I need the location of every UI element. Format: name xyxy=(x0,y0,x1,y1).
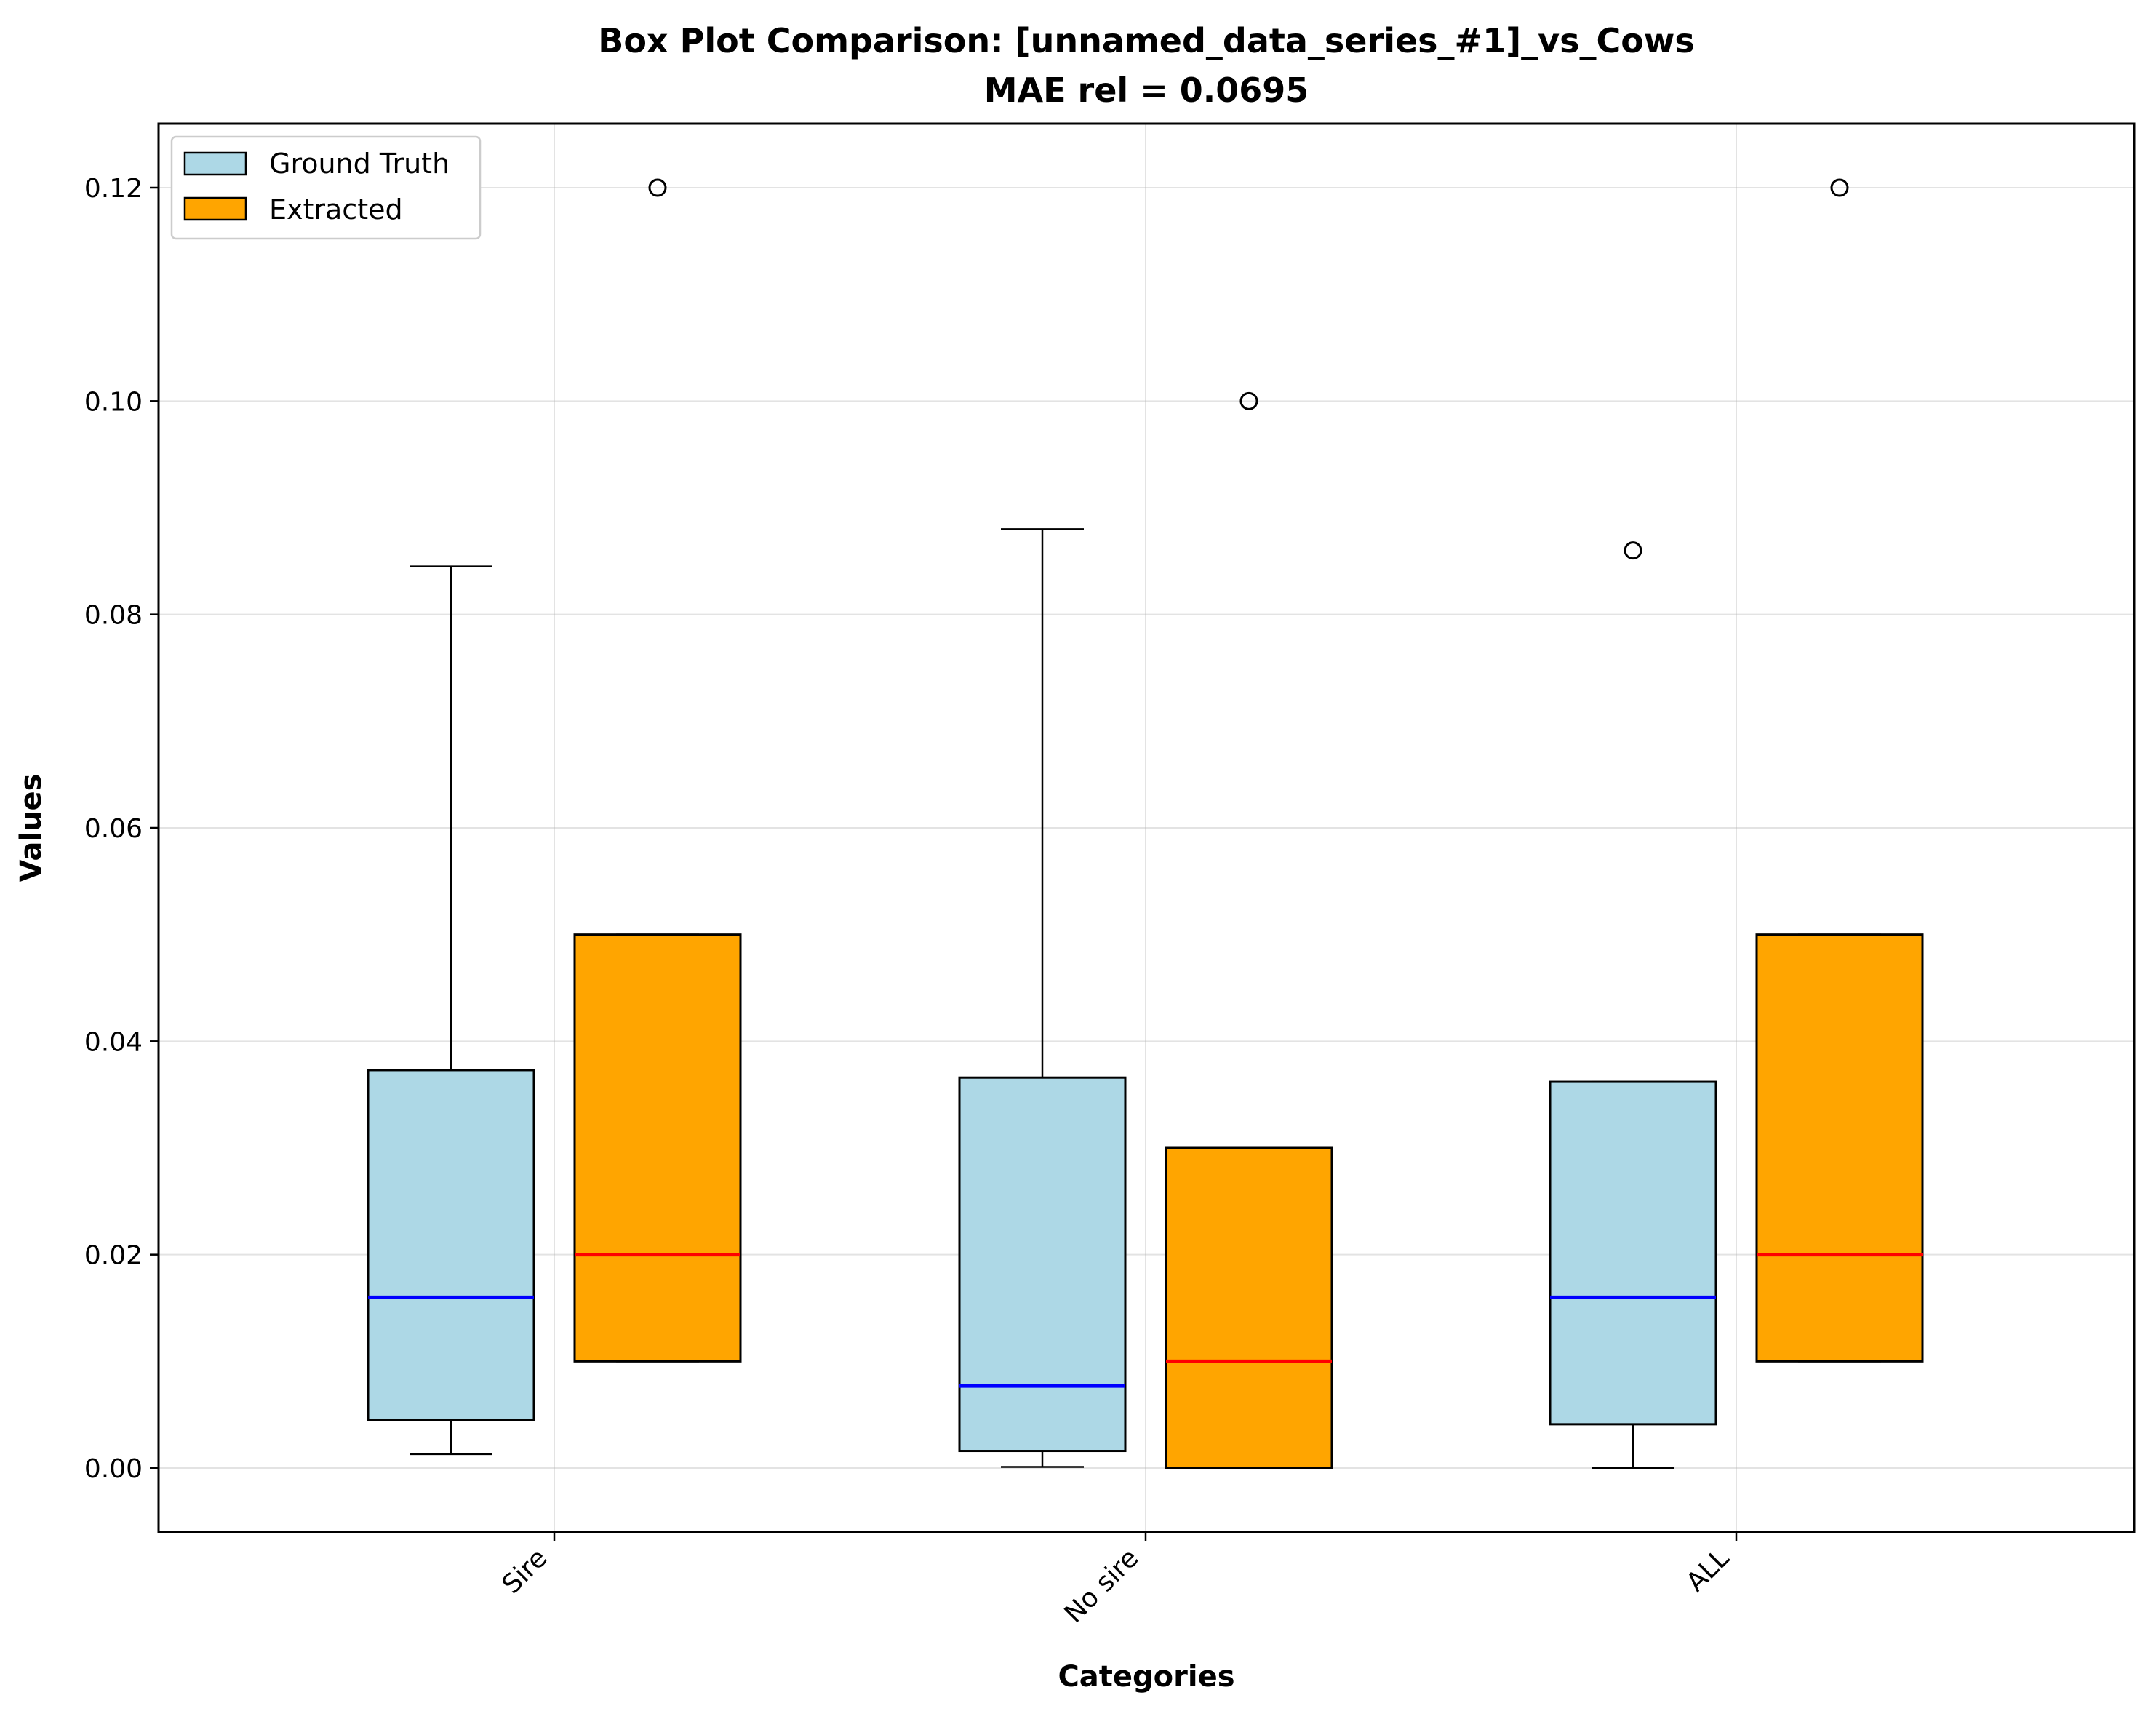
iqr-box xyxy=(958,1076,1127,1453)
y-tick-label: 0.04 xyxy=(84,1027,143,1057)
y-tick-label: 0.02 xyxy=(84,1241,143,1271)
legend-label-extracted: Extracted xyxy=(269,194,403,226)
iqr-box xyxy=(573,933,742,1363)
y-axis-ticks: 0.00 0.02 0.04 0.06 0.08 0.10 0.12 xyxy=(84,174,159,1484)
outlier-point xyxy=(1830,178,1849,197)
legend-frame xyxy=(170,135,482,240)
y-tick-label: 0.06 xyxy=(84,814,143,844)
y-tick-label: 0.08 xyxy=(84,601,143,631)
x-axis-ticks: Sire No sire ALL xyxy=(497,1532,1738,1629)
box-group xyxy=(1549,541,1717,1469)
iqr-box xyxy=(1549,1080,1717,1426)
box-group xyxy=(958,528,1127,1468)
legend: Ground Truth Extracted xyxy=(170,135,482,240)
y-tick-label: 0.10 xyxy=(84,387,143,417)
box-plots xyxy=(367,178,1924,1469)
box-group xyxy=(1165,391,1333,1469)
legend-label-ground-truth: Ground Truth xyxy=(269,148,450,180)
x-axis-label: Categories xyxy=(1058,1660,1234,1694)
outlier-point xyxy=(1624,541,1642,560)
iqr-box xyxy=(1755,933,1924,1363)
legend-swatch-extracted xyxy=(183,196,247,221)
y-tick-label: 0.12 xyxy=(84,174,143,204)
x-tick-label: Sire xyxy=(497,1543,554,1600)
outlier-point xyxy=(1239,391,1258,410)
y-tick-label: 0.00 xyxy=(84,1454,143,1484)
legend-swatch-ground-truth xyxy=(183,151,247,176)
outlier-point xyxy=(648,178,667,197)
box-group xyxy=(573,178,742,1363)
x-tick-label: No sire xyxy=(1059,1543,1145,1629)
chart-subtitle: MAE rel = 0.0695 xyxy=(984,71,1309,110)
y-axis-label: Values xyxy=(15,774,48,882)
box-group xyxy=(1755,178,1924,1363)
chart-title: Box Plot Comparison: [unnamed_data_serie… xyxy=(598,21,1694,60)
iqr-box xyxy=(367,1069,535,1421)
box-group xyxy=(367,565,535,1456)
iqr-box xyxy=(1165,1146,1333,1469)
x-tick-label: ALL xyxy=(1681,1543,1736,1598)
